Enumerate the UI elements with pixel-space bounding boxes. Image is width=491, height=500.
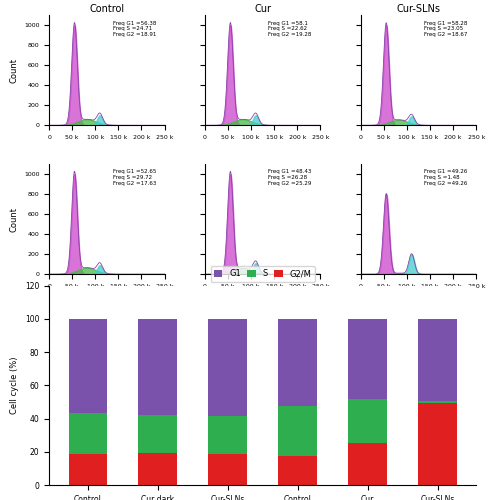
Title: Cur-SLNs: Cur-SLNs bbox=[397, 4, 440, 14]
Bar bbox=[209, 416, 247, 454]
Bar bbox=[278, 319, 317, 406]
Bar bbox=[209, 454, 247, 485]
Text: Freq G1 =48.43
Freq S =26.28
Freq G2 =25.29: Freq G1 =48.43 Freq S =26.28 Freq G2 =25… bbox=[269, 170, 312, 186]
Bar bbox=[278, 406, 317, 456]
Bar bbox=[209, 319, 247, 416]
Title: Cur: Cur bbox=[254, 4, 271, 14]
Bar bbox=[138, 319, 177, 416]
Y-axis label: Count: Count bbox=[9, 58, 18, 82]
Text: Freq G1 =58.28
Freq S =23.05
Freq G2 =18.67: Freq G1 =58.28 Freq S =23.05 Freq G2 =18… bbox=[424, 20, 468, 37]
Bar bbox=[418, 319, 457, 400]
Bar bbox=[349, 319, 387, 400]
Legend: G1, S, G2/M: G1, S, G2/M bbox=[211, 266, 315, 281]
Y-axis label: Count: Count bbox=[9, 206, 18, 232]
Bar bbox=[138, 416, 177, 453]
Bar bbox=[69, 319, 107, 412]
Y-axis label: Cell cycle (%): Cell cycle (%) bbox=[10, 356, 19, 414]
Bar bbox=[69, 412, 107, 454]
Bar bbox=[69, 454, 107, 485]
Text: Freq G1 =49.26
Freq S =1.48
Freq G2 =49.26: Freq G1 =49.26 Freq S =1.48 Freq G2 =49.… bbox=[424, 170, 468, 186]
Text: Freq G1 =56.38
Freq S =24.71
Freq G2 =18.91: Freq G1 =56.38 Freq S =24.71 Freq G2 =18… bbox=[112, 20, 156, 37]
Bar bbox=[418, 400, 457, 403]
Bar bbox=[278, 456, 317, 485]
Bar bbox=[418, 403, 457, 485]
Bar bbox=[349, 443, 387, 485]
X-axis label: PI: PI bbox=[259, 290, 267, 300]
Text: Freq G1 =58.1
Freq S =22.62
Freq G2 =19.28: Freq G1 =58.1 Freq S =22.62 Freq G2 =19.… bbox=[269, 20, 312, 37]
Title: Control: Control bbox=[89, 4, 124, 14]
Bar bbox=[138, 453, 177, 485]
Bar bbox=[349, 400, 387, 443]
Text: Freq G1 =52.65
Freq S =29.72
Freq G2 =17.63: Freq G1 =52.65 Freq S =29.72 Freq G2 =17… bbox=[112, 170, 156, 186]
